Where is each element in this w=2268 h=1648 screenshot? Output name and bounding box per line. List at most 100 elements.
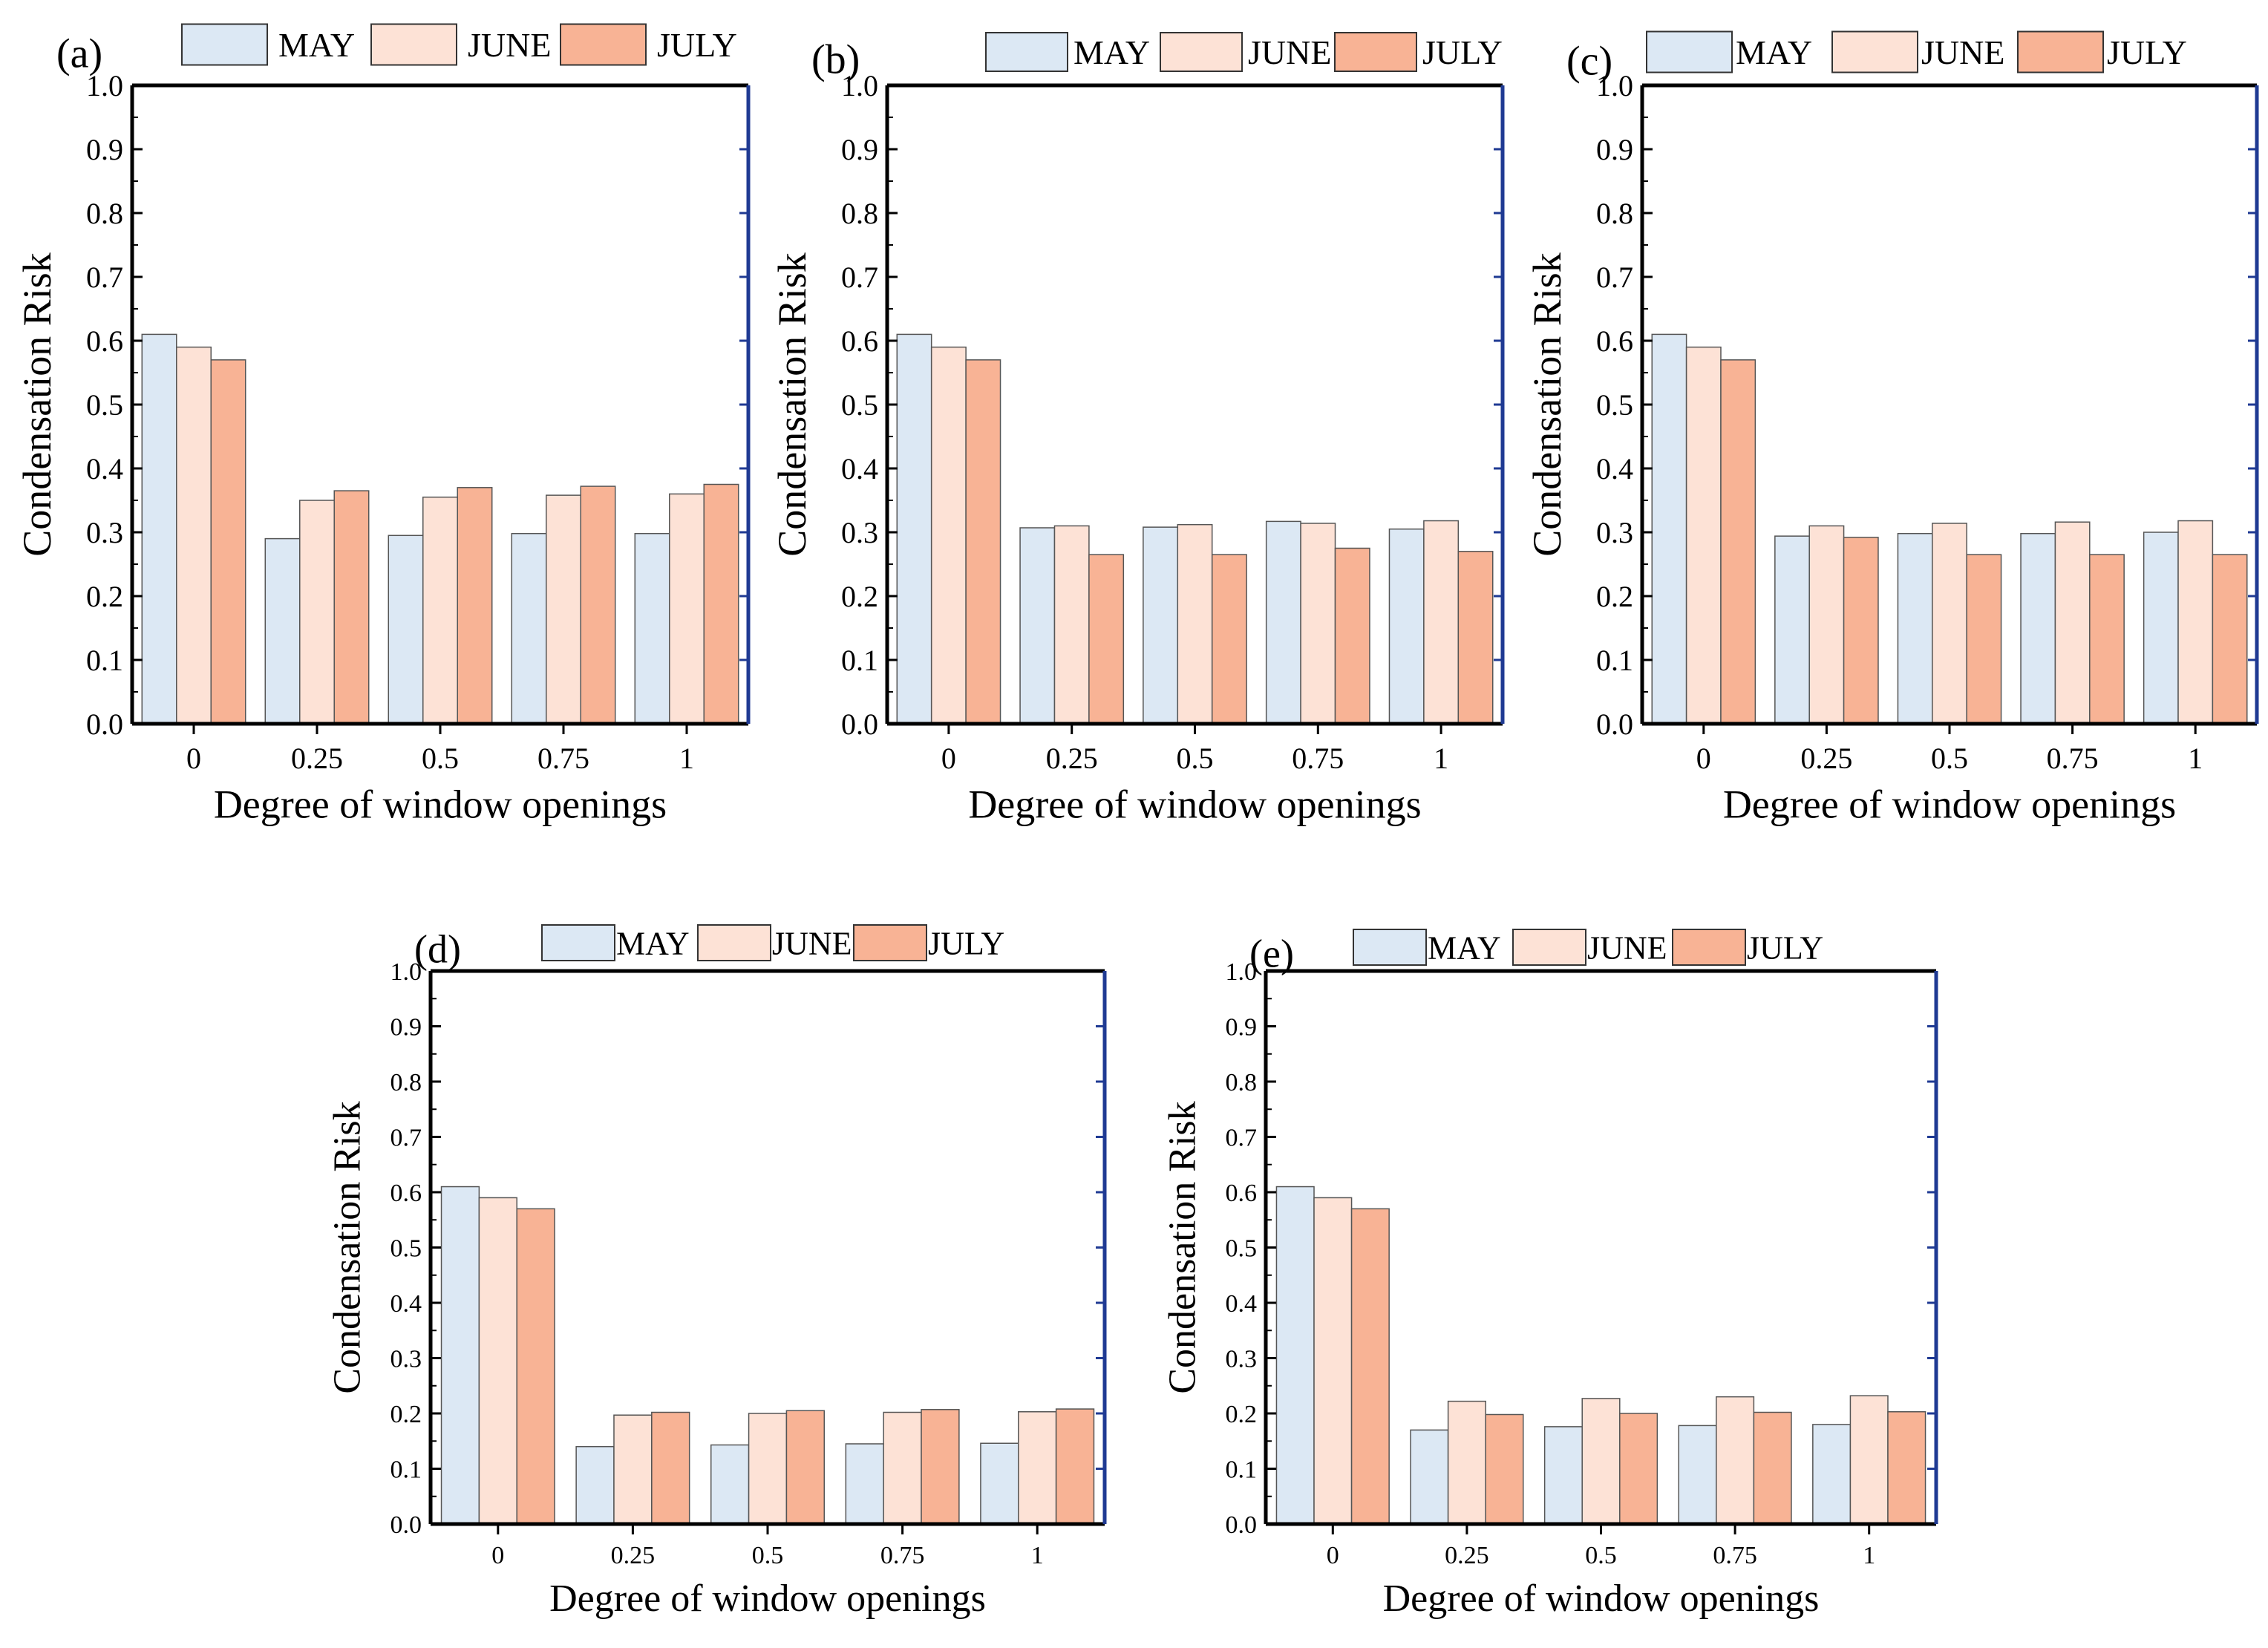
y-tick-label: 0.5 — [1596, 388, 1633, 422]
y-tick-label: 0.9 — [390, 1013, 422, 1041]
bar-june-1 — [2177, 520, 2214, 725]
bar-june-0.75 — [883, 1411, 922, 1525]
x-axis-label: Degree of window openings — [1383, 1577, 1820, 1620]
legend-label-june: JUNE — [772, 925, 852, 961]
bar-may-1 — [2143, 532, 2179, 725]
bar-may-0.75 — [845, 1443, 884, 1525]
legend-swatch-july — [2017, 30, 2104, 73]
y-tick-label: 0.1 — [1226, 1456, 1258, 1483]
legend-swatch-july — [1334, 32, 1417, 72]
y-tick-label: 0.3 — [390, 1345, 422, 1373]
bar-july-0 — [965, 359, 1001, 725]
y-tick-label: 0.8 — [390, 1069, 422, 1096]
legend-swatch-june — [1160, 32, 1243, 72]
chart-panel-5: 0 0.25 0.5 0.75 1 0.0 0.1 0.2 0.3 0.4 0.5 0.6 0.7 0.8… — [1161, 929, 1938, 1620]
x-tick-label: 0.75 — [1292, 742, 1344, 775]
y-axis-label: Condensation Risk — [1525, 252, 1569, 557]
legend-label-may: MAY — [1073, 33, 1150, 71]
legend-label-july: JULY — [928, 925, 1004, 961]
x-tick-label: 0.75 — [1713, 1542, 1757, 1569]
x-tick-label: 0 — [1696, 742, 1711, 775]
legend-label-may: MAY — [278, 26, 355, 64]
bar-june-0.25 — [613, 1414, 653, 1525]
bar-july-0.5 — [457, 487, 493, 725]
bar-june-0.25 — [1447, 1400, 1486, 1525]
bar-may-0.75 — [1678, 1425, 1717, 1525]
y-tick-label: 1.0 — [1596, 69, 1633, 102]
x-tick-label: 0.25 — [1800, 742, 1852, 775]
y-tick-label: 0.4 — [841, 452, 878, 485]
y-tick-label: 0.3 — [841, 516, 878, 549]
y-tick-label: 0.1 — [86, 644, 123, 677]
bar-july-0.25 — [1485, 1413, 1524, 1525]
y-tick-label: 0.6 — [86, 324, 123, 358]
bar-july-1 — [1055, 1408, 1095, 1525]
bar-may-0.5 — [1143, 526, 1179, 725]
y-tick-label: 1.0 — [1226, 958, 1258, 986]
bar-july-0.5 — [1211, 554, 1247, 725]
x-tick-label: 0.75 — [2047, 742, 2099, 775]
y-tick-label: 0.9 — [1226, 1013, 1258, 1041]
chart-panel-4: 0 0.25 0.5 0.75 1 0.0 0.1 0.2 0.3 0.4 0.5 0.6 0.7 0.8… — [326, 924, 1107, 1620]
y-tick-label: 0.3 — [1226, 1345, 1258, 1373]
x-tick-label: 0.5 — [422, 742, 459, 775]
bar-june-0 — [1313, 1197, 1353, 1525]
legend-label-july: JULY — [2107, 33, 2187, 71]
y-tick-label: 0.3 — [86, 516, 123, 549]
bar-july-0.75 — [1753, 1411, 1792, 1525]
legend-swatch-june — [1512, 929, 1586, 966]
bar-june-0 — [176, 346, 212, 725]
y-tick-label: 0.4 — [390, 1290, 422, 1318]
bar-june-0.75 — [2054, 521, 2091, 725]
bar-june-1 — [1849, 1395, 1889, 1525]
bar-july-0.25 — [651, 1411, 690, 1525]
y-tick-label: 0.0 — [1226, 1511, 1258, 1539]
bar-may-1 — [980, 1442, 1019, 1525]
y-tick-label: 0.0 — [86, 707, 123, 741]
y-tick-label: 0.1 — [841, 644, 878, 677]
bar-july-0.25 — [1088, 554, 1125, 725]
y-tick-label: 0.2 — [1596, 580, 1633, 613]
bar-may-1 — [1812, 1424, 1852, 1525]
x-tick-label: 0 — [186, 742, 201, 775]
bar-july-0.5 — [785, 1410, 826, 1525]
bar-july-1 — [1887, 1411, 1927, 1525]
y-tick-label: 0.7 — [86, 261, 123, 294]
legend-label-june: JUNE — [1921, 33, 2004, 71]
bar-july-0.5 — [1619, 1413, 1658, 1525]
x-axis-label: Degree of window openings — [549, 1577, 986, 1620]
bar-may-0 — [440, 1186, 480, 1525]
bar-july-0.25 — [1843, 537, 1879, 725]
panel-label: (e) — [1249, 931, 1294, 975]
bar-june-0.75 — [1716, 1396, 1755, 1525]
bar-july-0 — [516, 1208, 555, 1525]
bar-june-1 — [669, 493, 705, 725]
bar-may-0.5 — [1543, 1426, 1583, 1525]
legend-swatch-june — [370, 23, 457, 66]
y-tick-label: 0.4 — [86, 452, 123, 485]
bar-june-0.25 — [1053, 525, 1090, 725]
y-axis-label: Condensation Risk — [15, 252, 59, 557]
y-axis-label: Condensation Risk — [770, 252, 814, 557]
y-tick-label: 0.7 — [841, 261, 878, 294]
legend-label-june: JUNE — [1248, 33, 1331, 71]
x-tick-label: 0 — [491, 1542, 504, 1569]
legend-label-july: JULY — [657, 26, 737, 64]
y-tick-label: 0.9 — [841, 133, 878, 166]
bar-july-0.75 — [1334, 547, 1370, 725]
panel-label: (a) — [56, 30, 102, 76]
bar-may-0.25 — [264, 537, 301, 725]
bar-may-0 — [141, 333, 177, 725]
bar-may-0.5 — [710, 1444, 750, 1525]
bar-july-0 — [1720, 359, 1756, 725]
bar-july-0.75 — [921, 1409, 960, 1525]
bar-june-0.75 — [546, 494, 581, 725]
y-tick-label: 0.6 — [841, 324, 878, 358]
y-tick-label: 0.5 — [841, 388, 878, 422]
y-tick-label: 0.1 — [1596, 644, 1633, 677]
legend-swatch-may — [985, 32, 1068, 72]
bar-july-0.75 — [2089, 554, 2125, 725]
y-tick-label: 0.5 — [86, 388, 123, 422]
bar-july-0.5 — [1966, 554, 2002, 725]
legend-swatch-july — [560, 23, 647, 66]
